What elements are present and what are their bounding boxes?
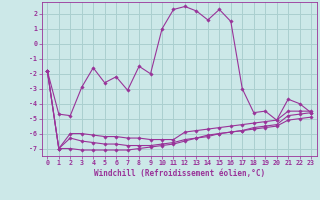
X-axis label: Windchill (Refroidissement éolien,°C): Windchill (Refroidissement éolien,°C) (94, 169, 265, 178)
